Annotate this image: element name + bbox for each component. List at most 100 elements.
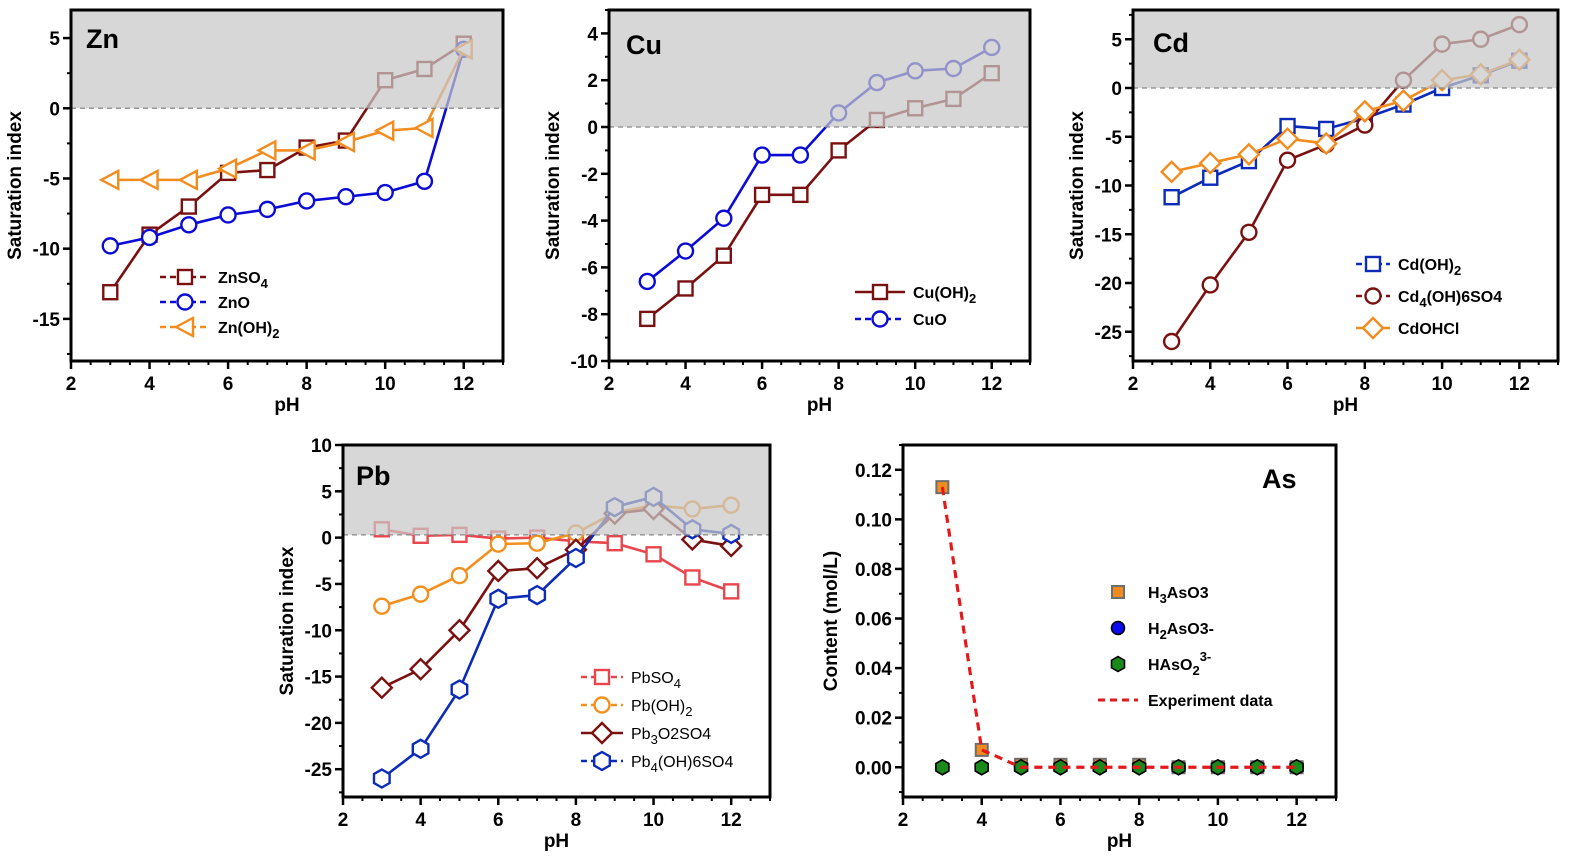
legend-label-subscript: 2 — [1454, 263, 1461, 278]
legend-label-main: PbSO — [631, 670, 674, 687]
legend-label-main: Zn(OH) — [218, 320, 272, 337]
data-point — [715, 209, 733, 227]
legend-item: Pb(OH)2 — [581, 696, 692, 719]
data-point — [1353, 99, 1377, 124]
data-point — [753, 186, 771, 204]
chart-panel-cu: 2 4 6 8 10 12 4 2 0 -2 -4 -6 -8 -10 pH Saturation index… — [543, 8, 1032, 416]
data-point — [528, 584, 547, 606]
supersaturation-region — [1133, 10, 1558, 88]
y-tick-label: 0.08 — [855, 560, 892, 581]
data-point — [1314, 131, 1338, 156]
x-axis-title: pH — [544, 831, 569, 852]
panel-label: Pb — [356, 461, 391, 491]
data-point — [1159, 160, 1184, 184]
data-point — [101, 237, 119, 255]
data-point — [259, 161, 276, 179]
y-tick-label: 0.12 — [855, 461, 892, 482]
x-tick-label: 6 — [1282, 374, 1293, 395]
legend-label: CdOHCl — [1398, 321, 1459, 338]
legend-label-main: HAsO — [1148, 657, 1192, 674]
legend-label: H2AsO3- — [1148, 621, 1214, 642]
panel-label: Zn — [86, 24, 119, 54]
series-HAsO2 3- — [935, 758, 1304, 776]
x-tick-label: 10 — [905, 374, 926, 395]
legend-label: PbSO4 — [631, 670, 681, 691]
legend-label: CuO — [913, 312, 947, 329]
legend-label: Pb3O2SO4 — [631, 726, 711, 747]
chart-panel-cd: 2 4 6 8 10 12 5 0 -5 -10 -15 -20 -25 pH Saturation ind… — [1067, 8, 1560, 416]
data-point — [258, 200, 277, 219]
legend-label-main: Cu(OH) — [913, 285, 969, 302]
x-tick-label: 8 — [301, 374, 312, 395]
data-point — [337, 188, 355, 206]
data-point — [677, 280, 694, 297]
legend-label: Experiment data — [1148, 693, 1273, 710]
legend-label-subscript: 2 — [685, 704, 692, 719]
data-point — [1275, 127, 1300, 151]
data-point — [370, 675, 394, 700]
x-axis-title: pH — [807, 395, 832, 416]
legend-item: CuO — [855, 310, 947, 329]
legend-marker — [1110, 620, 1126, 636]
data-point — [180, 198, 198, 215]
x-tick-label: 10 — [375, 374, 396, 395]
y-tick-label: -5 — [1105, 128, 1122, 149]
legend-label-subscript: 4 — [1419, 295, 1427, 310]
data-point — [376, 183, 394, 202]
x-tick-label: 8 — [571, 810, 582, 831]
x-tick-label: 2 — [1128, 374, 1139, 395]
y-axis-title: Saturation index — [5, 111, 26, 260]
x-tick-label: 8 — [1360, 374, 1371, 395]
data-point — [1237, 142, 1261, 166]
data-point — [639, 310, 656, 328]
legend-marker — [1111, 585, 1125, 599]
data-point — [1201, 276, 1219, 294]
legend-label-subscript: 2 — [969, 291, 976, 306]
legend-item: Experiment data — [1098, 693, 1273, 710]
chart-panel-zn: 2 4 6 8 10 12 5 0 -5 -10 -15 pH Saturation index Zn Zn… — [5, 8, 505, 416]
data-point — [715, 247, 733, 264]
legend-label-main: Cd — [1398, 289, 1419, 306]
legend-item: H2AsO3- — [1110, 620, 1214, 642]
panel-label: As — [1262, 464, 1297, 494]
y-tick-label: 0.10 — [855, 510, 892, 531]
y-axis-title: Content (mol/L) — [821, 551, 842, 691]
legend-item: Cd(OH)2 — [1356, 255, 1461, 278]
data-point — [295, 139, 316, 162]
data-point — [486, 559, 510, 583]
y-tick-label: -15 — [305, 668, 333, 689]
legend-marker — [176, 268, 194, 286]
legend-label-tail: (OH)6SO4 — [658, 754, 734, 771]
legend-label-main: CdOHCl — [1398, 321, 1459, 338]
legend-label-main: Pb — [631, 754, 651, 771]
x-tick-label: 4 — [1205, 374, 1216, 395]
x-tick-label: 4 — [415, 810, 426, 831]
data-point — [753, 146, 771, 164]
data-point — [102, 284, 119, 301]
legend-item: CdOHCl — [1356, 316, 1459, 340]
x-tick-label: 10 — [643, 810, 664, 831]
legend-label-main: H — [1148, 585, 1160, 602]
y-tick-label: 0 — [49, 99, 60, 120]
y-tick-label: -10 — [33, 240, 60, 261]
legend-label-subscript: 4 — [651, 760, 658, 775]
x-tick-label: 6 — [1055, 810, 1066, 831]
x-tick-label: 2 — [66, 374, 77, 395]
legend-marker — [1110, 655, 1126, 673]
supersaturation-region — [609, 10, 1030, 127]
y-tick-label: 5 — [49, 29, 60, 50]
x-axis-title: pH — [1107, 831, 1132, 852]
x-tick-label: 4 — [976, 810, 987, 831]
x-tick-label: 2 — [338, 810, 349, 831]
data-point — [412, 116, 434, 139]
data-point — [528, 534, 546, 552]
data-point — [1163, 188, 1180, 206]
panel-label: Cd — [1153, 28, 1189, 58]
legend-label: H3AsO3 — [1148, 585, 1209, 606]
data-point — [140, 228, 159, 247]
x-tick-label: 4 — [680, 374, 691, 395]
y-tick-label: -25 — [1095, 323, 1123, 344]
data-point — [411, 738, 430, 760]
y-tick-label: 0.04 — [855, 659, 892, 680]
x-tick-label: 6 — [223, 374, 234, 395]
